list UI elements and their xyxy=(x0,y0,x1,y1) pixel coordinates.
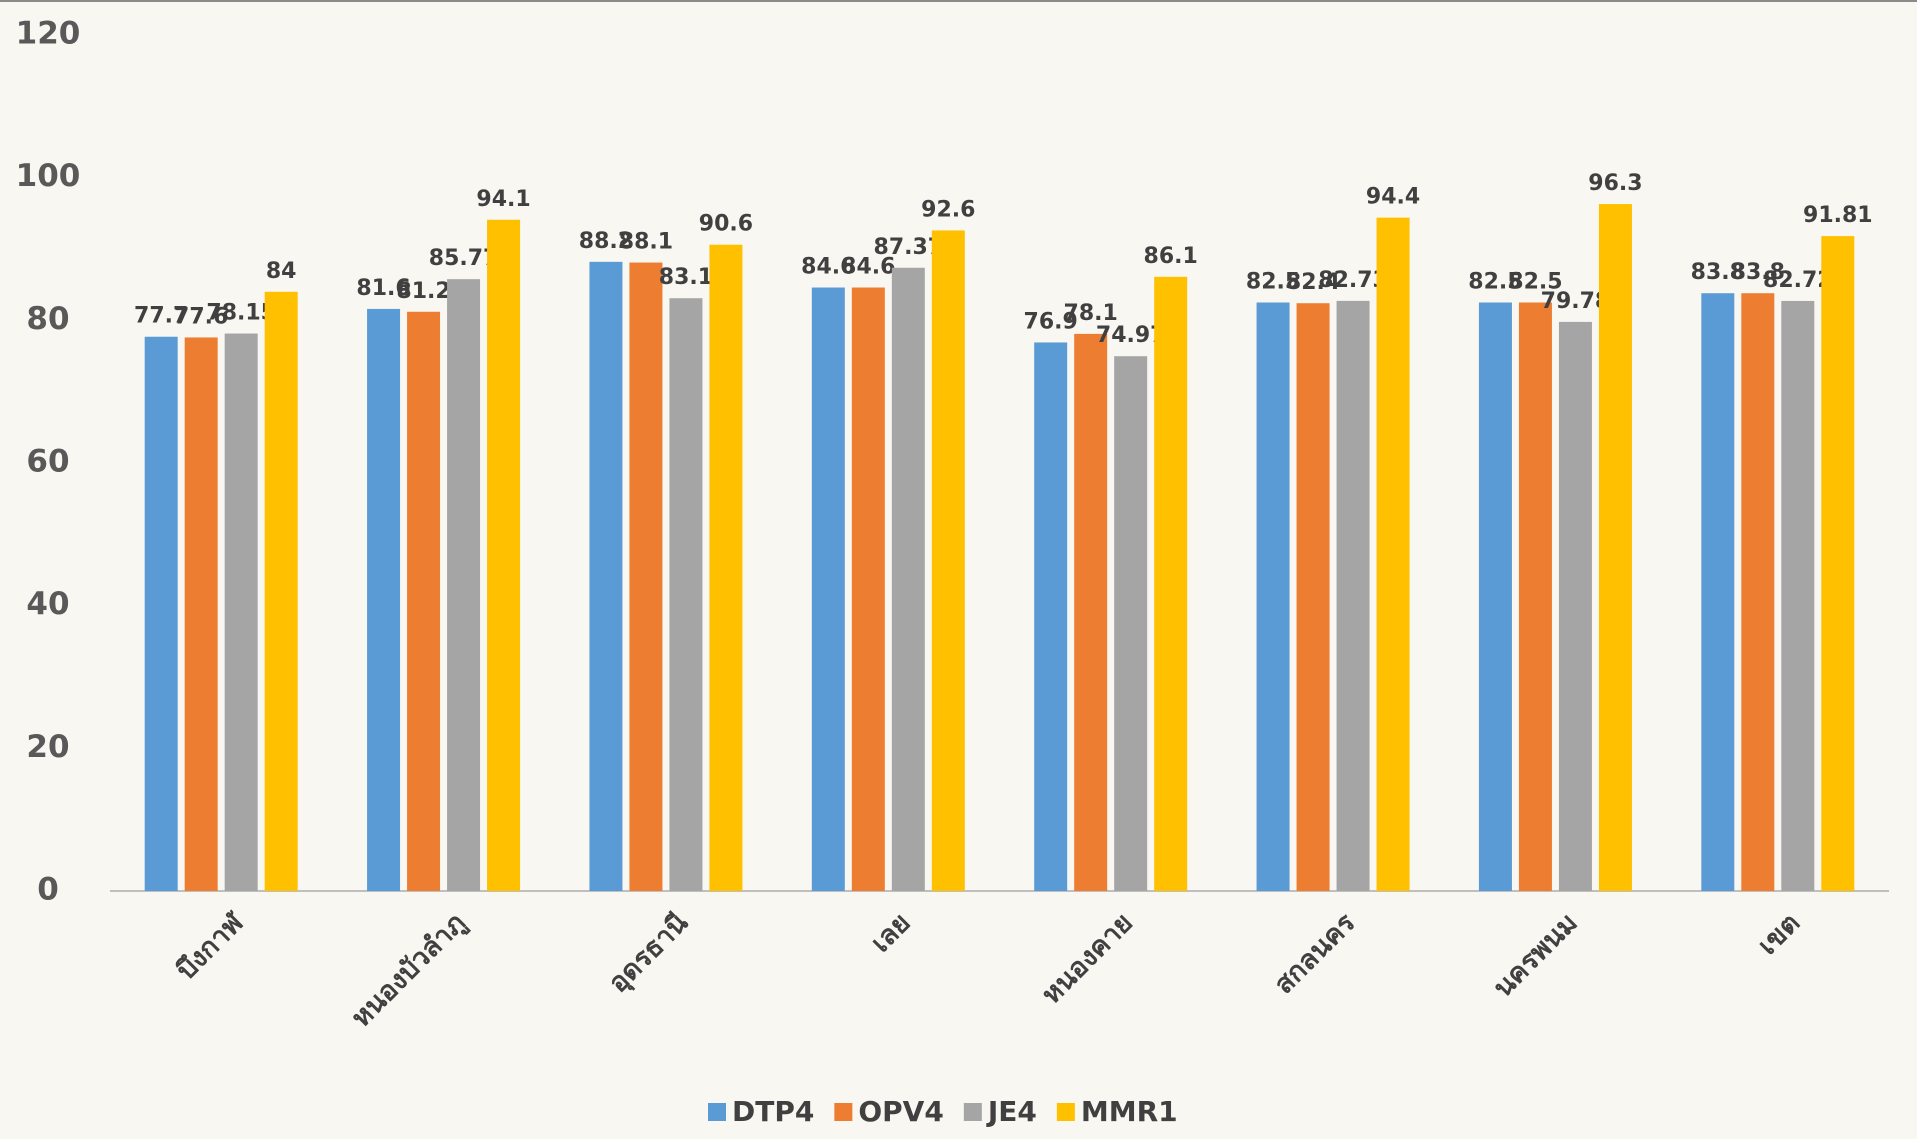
bar xyxy=(1701,293,1735,891)
bar xyxy=(669,298,703,892)
value-label: 94.1 xyxy=(476,187,530,212)
legend-swatch xyxy=(963,1103,982,1121)
x-tick-label: นครพนม xyxy=(1487,907,1583,1003)
bar xyxy=(224,333,258,891)
value-label: 87.37 xyxy=(874,235,944,260)
legend-label: MMR1 xyxy=(1081,1095,1178,1128)
value-label: 78.15 xyxy=(206,301,276,326)
value-label: 83.8 xyxy=(1691,260,1745,285)
bar xyxy=(1518,302,1552,891)
y-tick-label: 40 xyxy=(26,586,69,622)
x-tick-label: สกลนคร xyxy=(1268,907,1361,1000)
bar xyxy=(1376,217,1410,891)
legend-label: JE4 xyxy=(986,1095,1037,1128)
y-tick-label: 20 xyxy=(26,729,69,765)
legend-label: OPV4 xyxy=(858,1095,943,1128)
value-label: 90.6 xyxy=(699,212,753,237)
value-label: 82.5 xyxy=(1246,270,1300,295)
bar xyxy=(629,262,663,891)
value-label: 77.6 xyxy=(174,304,228,329)
bar xyxy=(184,337,218,891)
value-label: 83.1 xyxy=(659,265,713,290)
value-label: 96.3 xyxy=(1588,171,1642,196)
value-label: 79.78 xyxy=(1541,289,1611,314)
value-label: 82.73 xyxy=(1318,268,1388,293)
bar xyxy=(487,219,521,892)
bar xyxy=(264,291,298,891)
value-label: 85.77 xyxy=(429,246,499,271)
value-label: 88.2 xyxy=(579,229,633,254)
x-tick-label: หนองบัวลำภู xyxy=(346,907,473,1034)
bar xyxy=(1741,293,1775,891)
bar xyxy=(1558,321,1592,891)
value-label: 82.5 xyxy=(1468,270,1522,295)
bar xyxy=(1034,342,1068,891)
value-label: 88.1 xyxy=(619,230,673,255)
legend-swatch xyxy=(1056,1103,1075,1121)
y-tick-label: 100 xyxy=(16,158,81,194)
bar xyxy=(709,244,743,892)
value-label: 83.8 xyxy=(1731,260,1785,285)
bar xyxy=(851,287,885,891)
x-tick-label: บึงกาฬ xyxy=(171,906,251,986)
bar xyxy=(1154,276,1188,891)
bar xyxy=(1336,300,1370,891)
bar xyxy=(144,336,178,891)
value-label: 84.6 xyxy=(801,255,855,280)
y-tick-label: 0 xyxy=(37,872,59,908)
bar xyxy=(367,308,401,891)
y-tick-label: 120 xyxy=(16,16,81,52)
legend-swatch xyxy=(834,1103,853,1121)
value-label: 74.97 xyxy=(1096,323,1166,348)
value-label: 84.6 xyxy=(841,255,895,280)
value-label: 86.1 xyxy=(1144,244,1198,269)
y-tick-label: 60 xyxy=(26,444,69,480)
bar xyxy=(1478,302,1512,891)
bar xyxy=(931,230,965,891)
value-label: 78.1 xyxy=(1064,301,1118,326)
value-label: 81.6 xyxy=(356,276,410,301)
bar xyxy=(1074,333,1108,891)
value-label: 82.5 xyxy=(1508,270,1562,295)
x-tick-label: อุดรธานี xyxy=(603,907,696,1000)
y-tick-label: 80 xyxy=(26,301,69,337)
x-tick-label: เขต xyxy=(1752,907,1806,961)
value-label: 94.4 xyxy=(1366,185,1420,210)
value-label: 84 xyxy=(266,259,297,284)
value-label: 81.2 xyxy=(396,279,450,304)
value-label: 92.6 xyxy=(921,197,975,222)
bar xyxy=(891,267,925,891)
bar xyxy=(447,279,481,891)
x-tick-label: เลย xyxy=(865,907,916,958)
bar xyxy=(1296,303,1330,891)
bar xyxy=(589,261,623,892)
legend-swatch xyxy=(708,1103,726,1121)
bar xyxy=(811,287,845,891)
bar xyxy=(1821,236,1855,891)
x-tick-label: หนองคาย xyxy=(1036,907,1139,1010)
legend-label: DTP4 xyxy=(732,1095,814,1128)
bar xyxy=(1781,300,1815,891)
value-label: 82.4 xyxy=(1286,270,1340,295)
value-label: 76.9 xyxy=(1024,309,1078,334)
value-label: 77.7 xyxy=(134,304,188,329)
bar xyxy=(1256,302,1290,891)
value-label: 91.81 xyxy=(1803,203,1873,228)
bar xyxy=(1114,356,1148,891)
bar xyxy=(1598,204,1632,891)
bar xyxy=(407,311,441,892)
value-label: 82.72 xyxy=(1763,268,1833,293)
